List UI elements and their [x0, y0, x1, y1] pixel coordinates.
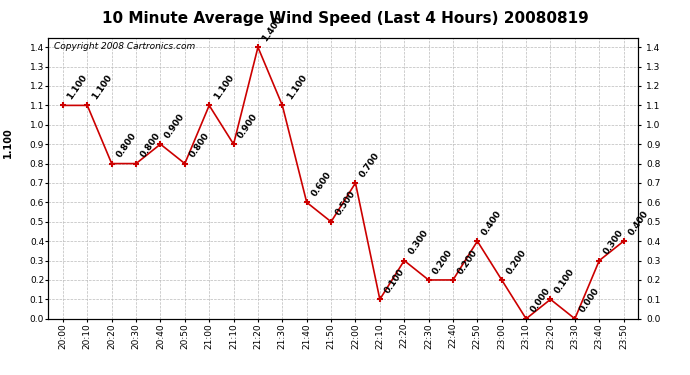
Text: 0.200: 0.200 [456, 248, 479, 276]
Text: 0.500: 0.500 [334, 189, 357, 217]
Text: 0.400: 0.400 [480, 209, 504, 237]
Text: 1.100: 1.100 [3, 127, 13, 158]
Text: 10 Minute Average Wind Speed (Last 4 Hours) 20080819: 10 Minute Average Wind Speed (Last 4 Hou… [101, 11, 589, 26]
Text: 0.100: 0.100 [553, 267, 577, 295]
Text: 1.400: 1.400 [261, 15, 284, 43]
Text: 0.300: 0.300 [602, 228, 625, 256]
Text: 0.900: 0.900 [237, 112, 260, 140]
Text: 1.100: 1.100 [212, 73, 235, 101]
Text: 1.100: 1.100 [66, 73, 89, 101]
Text: 0.300: 0.300 [407, 228, 431, 256]
Text: 0.900: 0.900 [164, 112, 187, 140]
Text: 0.400: 0.400 [627, 209, 650, 237]
Text: 0.800: 0.800 [115, 131, 138, 159]
Text: 0.100: 0.100 [383, 267, 406, 295]
Text: 0.200: 0.200 [504, 248, 528, 276]
Text: 0.700: 0.700 [358, 151, 382, 179]
Text: 1.100: 1.100 [285, 73, 308, 101]
Text: 0.600: 0.600 [310, 170, 333, 198]
Text: 0.800: 0.800 [188, 131, 211, 159]
Text: 0.000: 0.000 [529, 286, 552, 315]
Text: Copyright 2008 Cartronics.com: Copyright 2008 Cartronics.com [55, 42, 195, 51]
Text: 1.100: 1.100 [90, 73, 114, 101]
Text: 0.200: 0.200 [431, 248, 455, 276]
Text: 0.800: 0.800 [139, 131, 162, 159]
Text: 0.000: 0.000 [578, 286, 601, 315]
